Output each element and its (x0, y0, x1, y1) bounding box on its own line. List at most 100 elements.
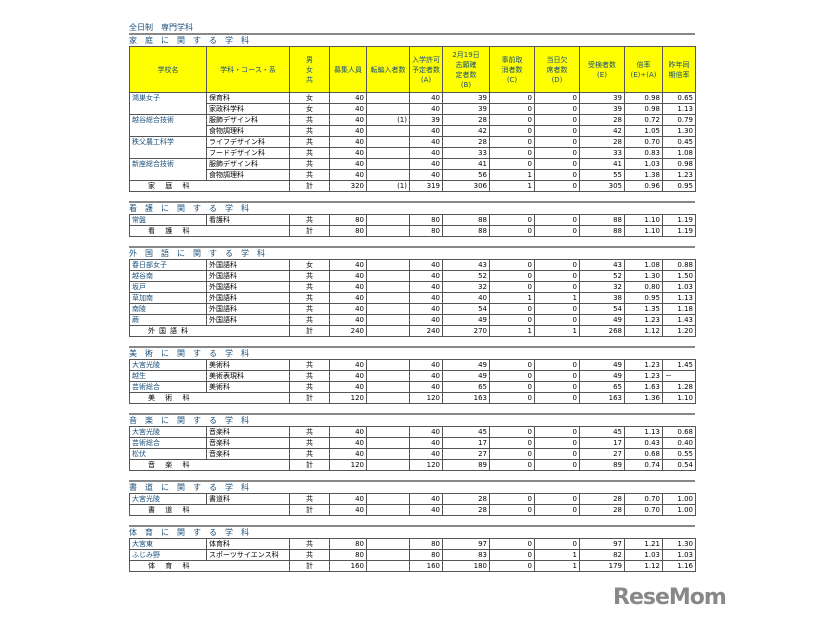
total-ratio: 1.10 (624, 225, 663, 237)
table-row: 越生 美術表現科共 40 40 49 0 0 49 1.23 － (129, 370, 696, 382)
admit-planned-cell: 40 (409, 426, 443, 438)
gender-cell: 共 (289, 370, 330, 382)
gender-cell: 共 (289, 136, 330, 148)
transfer-count-cell (366, 303, 410, 315)
section-table: 大宮光陵 美術科共 40 40 49 0 0 49 1.23 1.45 越生 美術表現科共 40 40 49… (129, 359, 696, 404)
absent-cell: 0 (534, 448, 580, 460)
capacity-cell: 40 (329, 114, 367, 126)
ratio-cell: 1.23 (624, 370, 663, 382)
examinees-cell: 42 (579, 125, 625, 137)
absent-cell: 0 (534, 169, 580, 181)
total-label: 書 道 科 (129, 504, 290, 516)
last-year-ratio-cell: 0.65 (662, 92, 696, 104)
total-applicants: 270 (442, 325, 490, 337)
absent-cell: 0 (534, 214, 580, 226)
capacity-cell: 40 (329, 426, 367, 438)
total-gender: 計 (289, 225, 330, 237)
table-row: 蕨外国語科共 40 40 49 0 0 49 1.23 1.43 (129, 314, 696, 326)
total-admit-planned: 319 (409, 180, 443, 192)
total-admit-planned: 80 (409, 225, 443, 237)
transfer-count-cell (366, 370, 410, 382)
ratio-cell: 0.70 (624, 136, 663, 148)
total-transfer-count (366, 459, 410, 471)
absent-cell: 0 (534, 437, 580, 449)
last-year-ratio-cell: 1.45 (662, 359, 696, 371)
course-cell: 家政科学科 (206, 103, 290, 115)
examinees-cell: 45 (579, 426, 625, 438)
applicants-cell: 49 (442, 370, 490, 382)
ratio-cell: 0.68 (624, 448, 663, 460)
admit-planned-cell: 80 (409, 538, 443, 550)
school-name-cell: 坂戸 (129, 281, 207, 293)
course-cell: 美術科 (206, 381, 290, 393)
course-cell: 外国語科 (206, 259, 290, 271)
table-row: 越谷総合技術 服飾デザイン科共 40 (1) 39 28 0 0 28 0.72 0.79 (129, 114, 696, 126)
table-row: 春日部女子 外国語科女 40 40 43 0 0 43 1.08 0.88 (129, 259, 696, 271)
capacity-cell: 40 (329, 359, 367, 371)
ratio-cell: 0.83 (624, 147, 663, 159)
transfer-count-cell (366, 103, 410, 115)
section-5: 書 道 に 関 す る 学 科大宮光陵 書道科共 40 40 28 0 0 28 0.70 1.0… (129, 480, 696, 516)
admit-planned-cell: 40 (409, 103, 443, 115)
school-name-cell: 春日部女子 (129, 259, 207, 271)
examinees-cell: 39 (579, 92, 625, 104)
applicants-cell: 33 (442, 147, 490, 159)
applicants-cell: 88 (442, 214, 490, 226)
capacity-cell: 40 (329, 158, 367, 170)
pre-cancel-cell: 0 (489, 214, 535, 226)
transfer-count-cell (366, 448, 410, 460)
gender-cell: 共 (289, 270, 330, 282)
ratio-cell: 1.35 (624, 303, 663, 315)
pre-cancel-cell: 0 (489, 259, 535, 271)
gender-cell: 共 (289, 281, 330, 293)
total-pre-cancel: 1 (489, 325, 535, 337)
ratio-cell: 0.72 (624, 114, 663, 126)
total-label: 看 護 科 (129, 225, 290, 237)
absent-cell: 0 (534, 125, 580, 137)
last-year-ratio-cell: 1.28 (662, 381, 696, 393)
gender-cell: 共 (289, 314, 330, 326)
total-absent: 0 (534, 459, 580, 471)
section-title: 体 育 に 関 す る 学 科 (129, 525, 695, 538)
total-admit-planned: 120 (409, 392, 443, 404)
total-pre-cancel: 0 (489, 459, 535, 471)
capacity-cell: 40 (329, 125, 367, 137)
school-name-cell: 草加南 (129, 292, 207, 304)
last-year-ratio-cell: 1.23 (662, 169, 696, 181)
total-last-year-ratio: 1.19 (662, 225, 696, 237)
course-cell: 外国語科 (206, 303, 290, 315)
applicants-cell: 41 (442, 158, 490, 170)
table-row: 大宮光陵 音楽科共 40 40 45 0 0 45 1.13 0.68 (129, 426, 696, 438)
admit-planned-cell: 40 (409, 270, 443, 282)
total-label: 美 術 科 (129, 392, 290, 404)
course-cell: 保育科 (206, 92, 290, 104)
pre-cancel-cell: 0 (489, 270, 535, 282)
last-year-ratio-cell: 1.18 (662, 303, 696, 315)
header-last-year-ratio: 昨年同 期倍率 (662, 46, 696, 93)
examinees-cell: 65 (579, 381, 625, 393)
examinees-cell: 28 (579, 136, 625, 148)
capacity-cell: 40 (329, 314, 367, 326)
capacity-cell: 40 (329, 448, 367, 460)
absent-cell: 0 (534, 270, 580, 282)
total-label: 音 楽 科 (129, 459, 290, 471)
gender-cell: 共 (289, 426, 330, 438)
last-year-ratio-cell: 0.40 (662, 437, 696, 449)
capacity-cell: 40 (329, 92, 367, 104)
transfer-count-cell (366, 92, 410, 104)
section-4: 音 楽 に 関 す る 学 科大宮光陵 音楽科共 40 40 45 0 0 45 1.13 0.6… (129, 413, 696, 471)
course-cell: 外国語科 (206, 314, 290, 326)
total-capacity: 40 (329, 504, 367, 516)
gender-cell: 女 (289, 103, 330, 115)
total-examinees: 163 (579, 392, 625, 404)
total-applicants: 180 (442, 560, 490, 572)
capacity-cell: 40 (329, 493, 367, 505)
transfer-count-cell (366, 493, 410, 505)
absent-cell: 0 (534, 303, 580, 315)
applicants-cell: 65 (442, 381, 490, 393)
transfer-count-cell (366, 538, 410, 550)
admit-planned-cell: 80 (409, 214, 443, 226)
total-capacity: 320 (329, 180, 367, 192)
last-year-ratio-cell: 1.03 (662, 281, 696, 293)
examinees-cell: 38 (579, 292, 625, 304)
